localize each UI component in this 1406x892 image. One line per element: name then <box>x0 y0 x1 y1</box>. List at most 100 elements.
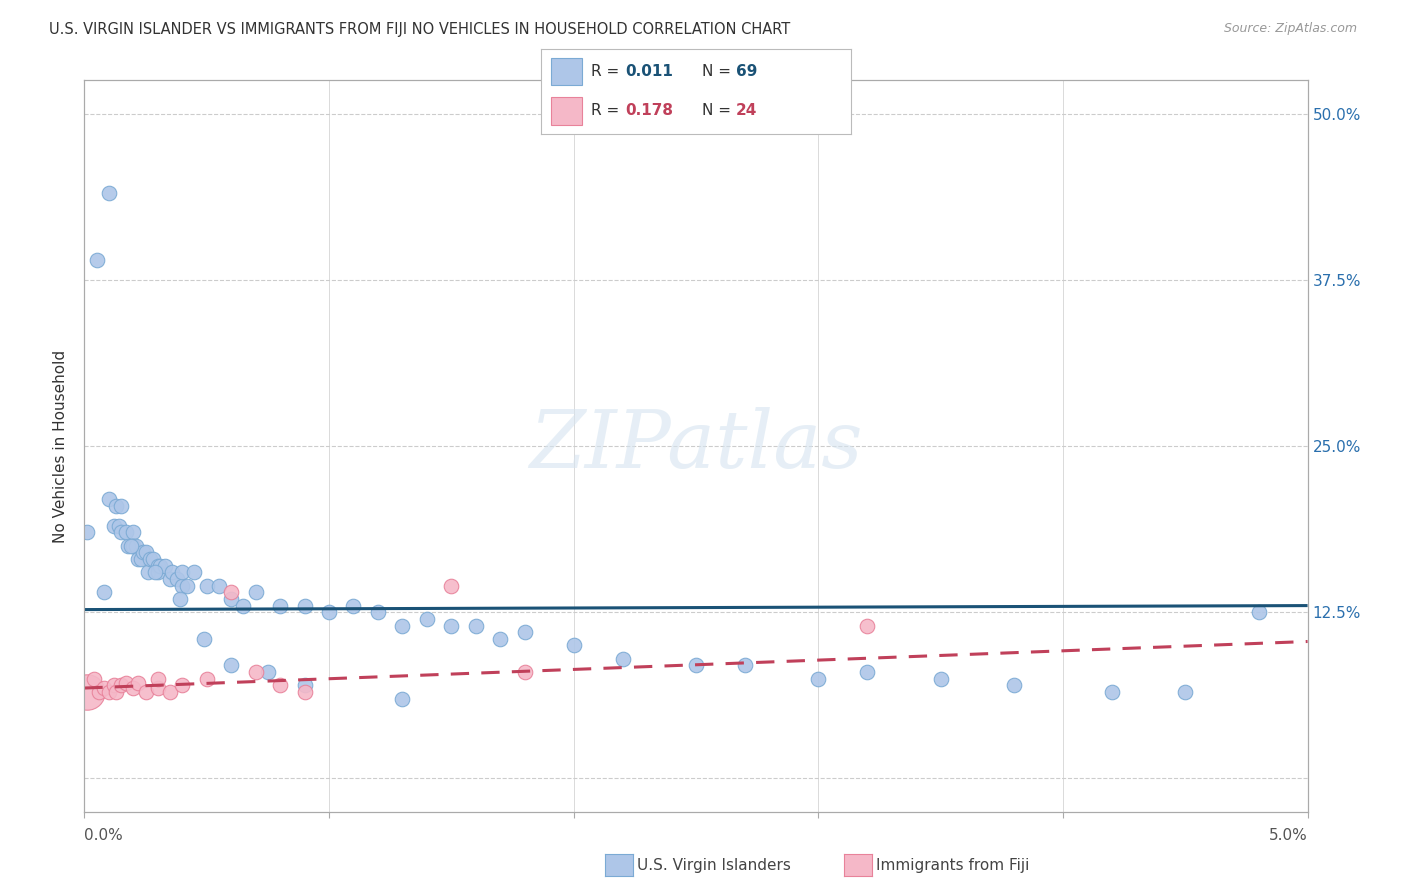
Point <box>142 552 165 566</box>
Point <box>294 678 316 692</box>
Point <box>489 632 512 646</box>
Point <box>93 585 115 599</box>
Point <box>105 685 128 699</box>
Text: N =: N = <box>702 103 735 119</box>
Point <box>440 579 463 593</box>
Text: R =: R = <box>591 64 624 79</box>
Point <box>122 539 145 553</box>
Point <box>269 678 291 692</box>
Point <box>103 518 125 533</box>
Point <box>97 685 120 699</box>
Point <box>97 492 120 507</box>
Point <box>127 675 149 690</box>
Point <box>76 525 98 540</box>
Text: R =: R = <box>591 103 624 119</box>
Text: ZIPatlas: ZIPatlas <box>529 408 863 484</box>
Point <box>122 525 145 540</box>
Text: U.S. Virgin Islanders: U.S. Virgin Islanders <box>637 858 790 872</box>
Text: 69: 69 <box>737 64 758 79</box>
Point <box>135 685 157 699</box>
Point <box>125 539 148 553</box>
Text: U.S. VIRGIN ISLANDER VS IMMIGRANTS FROM FIJI NO VEHICLES IN HOUSEHOLD CORRELATIO: U.S. VIRGIN ISLANDER VS IMMIGRANTS FROM … <box>49 22 790 37</box>
Point <box>245 585 267 599</box>
Text: Immigrants from Fiji: Immigrants from Fiji <box>876 858 1029 872</box>
Point <box>93 681 115 695</box>
Text: 0.011: 0.011 <box>624 64 672 79</box>
Point <box>122 539 145 553</box>
Point <box>105 499 128 513</box>
Point <box>1002 678 1025 692</box>
Point <box>685 658 707 673</box>
Point <box>183 566 205 580</box>
Point <box>208 579 231 593</box>
Point <box>159 685 181 699</box>
Text: N =: N = <box>702 64 735 79</box>
Point <box>162 566 184 580</box>
Point <box>257 665 280 679</box>
Point <box>146 558 169 573</box>
FancyBboxPatch shape <box>551 58 582 86</box>
Text: 0.178: 0.178 <box>624 103 673 119</box>
Point <box>193 632 215 646</box>
Point <box>87 685 110 699</box>
Point <box>294 685 316 699</box>
Point <box>1174 685 1197 699</box>
Point <box>129 552 152 566</box>
Point <box>1101 685 1123 699</box>
Point <box>146 681 169 695</box>
Point <box>110 499 132 513</box>
Point <box>172 566 194 580</box>
Point <box>929 672 952 686</box>
Text: 5.0%: 5.0% <box>1268 828 1308 843</box>
Point <box>110 525 132 540</box>
Point <box>172 579 194 593</box>
Text: Source: ZipAtlas.com: Source: ZipAtlas.com <box>1223 22 1357 36</box>
Point <box>159 572 181 586</box>
Point <box>269 599 291 613</box>
Point <box>149 558 172 573</box>
Point <box>464 618 486 632</box>
Text: 0.0%: 0.0% <box>84 828 124 843</box>
Point <box>172 678 194 692</box>
Point <box>139 552 162 566</box>
Point <box>219 591 242 606</box>
Point <box>120 539 142 553</box>
Point <box>107 518 129 533</box>
Point <box>440 618 463 632</box>
Point <box>176 579 198 593</box>
Point <box>76 685 98 699</box>
Point <box>169 591 191 606</box>
Point <box>122 681 145 695</box>
Point <box>86 252 108 267</box>
Point <box>132 545 155 559</box>
Point <box>153 558 176 573</box>
Y-axis label: No Vehicles in Household: No Vehicles in Household <box>53 350 69 542</box>
Point <box>166 572 188 586</box>
Point <box>115 675 138 690</box>
Point <box>612 652 634 666</box>
Point <box>195 672 218 686</box>
Point <box>245 665 267 679</box>
Point <box>1247 605 1270 619</box>
Point <box>110 678 132 692</box>
Point <box>294 599 316 613</box>
Text: 24: 24 <box>737 103 758 119</box>
Point <box>391 618 413 632</box>
Point <box>195 579 218 593</box>
Point <box>143 566 166 580</box>
Point <box>856 618 879 632</box>
Point <box>146 672 169 686</box>
Point <box>103 678 125 692</box>
Point <box>342 599 364 613</box>
Point <box>416 612 439 626</box>
Point <box>97 186 120 201</box>
FancyBboxPatch shape <box>551 97 582 126</box>
Point <box>232 599 254 613</box>
Point <box>115 525 138 540</box>
Point <box>117 539 139 553</box>
Point <box>391 691 413 706</box>
Point <box>807 672 830 686</box>
Point <box>146 566 169 580</box>
Point <box>562 639 585 653</box>
Point <box>219 585 242 599</box>
